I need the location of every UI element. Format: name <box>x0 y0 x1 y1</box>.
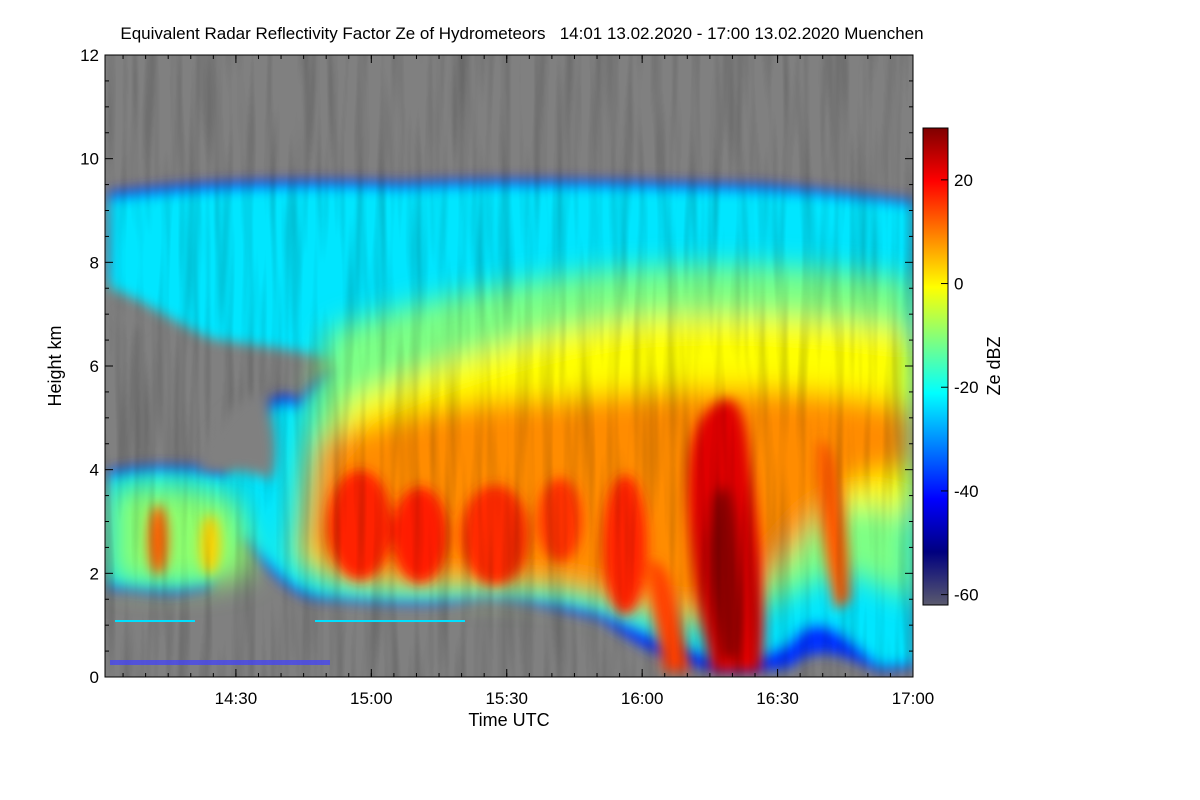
colorbar-tick-label-2: -20 <box>954 378 979 397</box>
fall-streak-texture <box>105 55 913 677</box>
colorbar-label: Ze dBZ <box>984 336 1004 395</box>
x-tick-label-1: 15:00 <box>350 689 393 708</box>
y-tick-label-6: 12 <box>80 46 99 65</box>
x-axis-label: Time UTC <box>468 710 549 730</box>
chart-title: Equivalent Radar Reflectivity Factor Ze … <box>120 24 923 43</box>
y-tick-label-5: 10 <box>80 150 99 169</box>
colorbar-ticks: 20 0 -20 -40 -60 <box>941 171 979 605</box>
plot-area <box>104 54 914 678</box>
reflectivity-field <box>105 55 913 677</box>
colorbar-tick-label-1: 0 <box>954 275 963 294</box>
y-tick-label-3: 6 <box>90 357 99 376</box>
clear-air-gaps <box>118 312 276 480</box>
x-tick-label-3: 16:00 <box>621 689 664 708</box>
colorbar-tick-label-3: -40 <box>954 482 979 501</box>
colorbar-tick-label-0: 20 <box>954 171 973 190</box>
y-tick-label-2: 4 <box>90 461 99 480</box>
x-tick-label-0: 14:30 <box>215 689 258 708</box>
colorbar: 20 0 -20 -40 -60 Ze dBZ <box>922 127 1004 606</box>
y-axis: 0 2 4 6 8 10 12 <box>80 46 913 687</box>
x-tick-label-4: 16:30 <box>756 689 799 708</box>
y-tick-label-0: 0 <box>90 668 99 687</box>
colorbar-tick-label-4: -60 <box>954 586 979 605</box>
x-tick-label-5: 17:00 <box>892 689 935 708</box>
x-axis: 14:30 15:00 15:30 16:00 16:30 17:00 <box>122 55 935 708</box>
x-tick-label-2: 15:30 <box>485 689 528 708</box>
ground-clutter <box>110 620 465 665</box>
y-tick-label-1: 2 <box>90 564 99 583</box>
y-axis-label: Height km <box>45 325 65 406</box>
y-tick-label-4: 8 <box>90 253 99 272</box>
colorbar-gradient <box>922 127 949 606</box>
